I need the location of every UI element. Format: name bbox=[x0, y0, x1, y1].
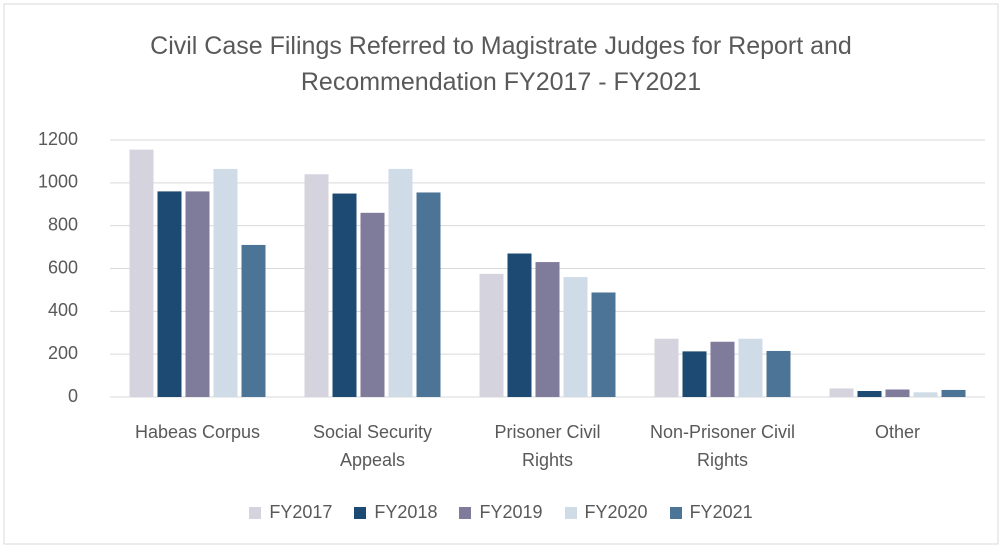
legend-label: FY2018 bbox=[374, 502, 438, 522]
bar bbox=[507, 253, 532, 397]
bar bbox=[591, 292, 616, 397]
legend-item: FY2018 bbox=[354, 502, 437, 523]
bar bbox=[710, 341, 735, 397]
bar bbox=[654, 338, 679, 397]
bar bbox=[304, 174, 329, 397]
x-tick-label: Non-Prisoner Civil Rights bbox=[649, 422, 796, 470]
legend-item: FY2019 bbox=[459, 502, 543, 523]
x-tick-label: Prisoner Civil Rights bbox=[494, 422, 601, 470]
y-tick-label: 200 bbox=[48, 343, 78, 363]
bar bbox=[157, 191, 182, 397]
bar bbox=[360, 212, 385, 397]
legend-swatch bbox=[249, 506, 262, 519]
bar bbox=[388, 168, 413, 397]
bar bbox=[129, 149, 154, 397]
bar bbox=[913, 392, 938, 397]
bar bbox=[682, 351, 707, 397]
bar bbox=[563, 277, 588, 397]
legend-item: FY2017 bbox=[249, 502, 332, 523]
y-tick-label: 1200 bbox=[38, 129, 78, 149]
bar bbox=[416, 192, 441, 397]
legend-swatch bbox=[564, 506, 577, 519]
legend-label: FY2019 bbox=[479, 502, 543, 522]
legend-swatch bbox=[669, 506, 682, 519]
chart-title: Civil Case Filings Referred to Magistrat… bbox=[150, 32, 852, 96]
bar bbox=[766, 350, 791, 397]
legend-item: FY2020 bbox=[564, 502, 648, 523]
legend-swatch bbox=[354, 506, 367, 519]
y-tick-label: 600 bbox=[48, 257, 78, 277]
y-tick-label: 1000 bbox=[38, 172, 78, 192]
bar bbox=[857, 391, 882, 397]
y-tick-label: 800 bbox=[48, 214, 78, 234]
bar bbox=[885, 389, 910, 397]
bar bbox=[941, 389, 966, 397]
x-tick-label: Social Security Appeals bbox=[312, 422, 433, 470]
bar bbox=[738, 338, 763, 397]
bar bbox=[829, 388, 854, 397]
bar bbox=[213, 168, 238, 397]
legend-item: FY2021 bbox=[669, 502, 753, 523]
bar bbox=[535, 262, 560, 397]
x-tick-label: Other bbox=[874, 422, 921, 442]
bar bbox=[241, 244, 266, 397]
bar bbox=[479, 273, 504, 397]
legend-label: FY2020 bbox=[584, 502, 648, 522]
legend: FY2017 FY2018 FY2019 FY2020 FY2021 bbox=[0, 502, 1002, 523]
y-tick-label: 0 bbox=[68, 386, 78, 406]
x-tick-label: Habeas Corpus bbox=[134, 422, 261, 442]
bar bbox=[332, 193, 357, 397]
chart-border bbox=[3, 3, 999, 545]
legend-swatch bbox=[459, 506, 472, 519]
y-tick-label: 400 bbox=[48, 300, 78, 320]
bar bbox=[185, 191, 210, 397]
legend-label: FY2017 bbox=[269, 502, 333, 522]
legend-label: FY2021 bbox=[689, 502, 753, 522]
